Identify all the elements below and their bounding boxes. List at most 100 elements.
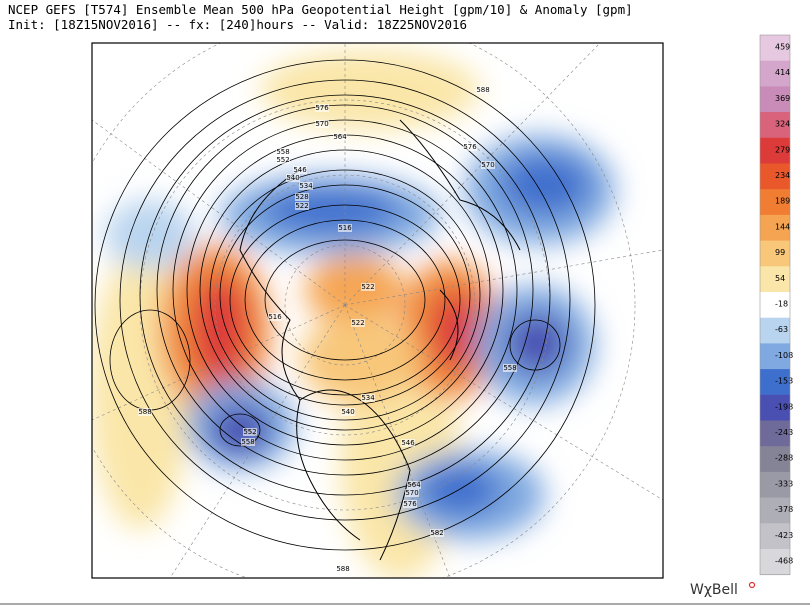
contour-label: 576 — [403, 500, 417, 508]
contour-label-bg — [295, 193, 309, 201]
contour-label: 588 — [336, 565, 349, 573]
colorbar-swatch — [760, 240, 790, 267]
contour-label-bg — [295, 202, 309, 210]
contour-label-bg — [401, 439, 415, 447]
contour-label-bg — [336, 565, 350, 573]
contour-label-bg — [276, 156, 290, 164]
contour-label-bg — [430, 529, 444, 537]
contour-label: 564 — [333, 133, 347, 141]
contour-label-bg — [463, 143, 477, 151]
colorbar-swatch — [760, 497, 790, 524]
title-line-1: NCEP GEFS [T574] Ensemble Mean 500 hPa G… — [8, 2, 633, 17]
colorbar-swatch — [760, 343, 790, 370]
anomaly-shading — [92, 50, 615, 578]
colorbar-label: 459 — [775, 43, 790, 52]
colorbar-label: -333 — [775, 479, 793, 488]
contour-label: 528 — [295, 193, 308, 201]
colorbar-swatch — [760, 471, 790, 499]
contour-label-bg — [361, 283, 375, 291]
colorbar-label: -423 — [775, 531, 793, 540]
contour-label-bg — [315, 120, 329, 128]
contour-label: 564 — [407, 481, 421, 489]
contour-label: 540 — [286, 174, 299, 182]
contour-label: 522 — [295, 202, 308, 210]
colorbar-label: 189 — [775, 197, 790, 206]
contour-label: 570 — [315, 120, 328, 128]
contour-label: 582 — [430, 529, 443, 537]
colorbar-label: -108 — [775, 351, 793, 360]
map-frame — [91, 42, 664, 579]
contour-label-bg — [476, 86, 490, 94]
contour-labels: 5885765705645585525465405345285225165225… — [138, 86, 517, 573]
contour-label-bg — [293, 166, 307, 174]
colorbar-swatch — [760, 292, 790, 319]
map: 5885765705645585525465405345285225165225… — [92, 43, 663, 578]
contour-label: 534 — [361, 394, 375, 402]
contour-label-bg — [333, 133, 347, 141]
contour-label: 558 — [276, 148, 289, 156]
contour-label: 552 — [276, 156, 289, 164]
colorbar-swatch — [760, 394, 790, 421]
coastlines — [239, 119, 521, 561]
colorbar-label: 414 — [775, 68, 790, 77]
contour-label-bg — [286, 174, 300, 182]
colorbar-swatch — [760, 35, 790, 62]
contour-label: 570 — [405, 489, 418, 497]
colorbar-label: -243 — [775, 428, 793, 437]
colorbar-swatch — [760, 163, 790, 190]
colorbar-swatch — [760, 523, 790, 550]
contour-label-bg — [241, 438, 255, 446]
contour-label: 522 — [361, 283, 374, 291]
contour-label: 516 — [338, 224, 352, 232]
colorbar-swatch — [760, 549, 790, 576]
contour-label: 552 — [243, 428, 256, 436]
colorbar-swatch — [760, 189, 790, 216]
contour-label: 534 — [299, 182, 313, 190]
colorbar-label: -18 — [775, 300, 788, 309]
contour-label-bg — [361, 394, 375, 402]
contour-label-bg — [243, 428, 257, 436]
contour-label: 558 — [503, 364, 516, 372]
colorbar-label: 99 — [775, 248, 785, 257]
colorbar-label: 144 — [775, 222, 790, 231]
colorbar-swatch — [760, 266, 790, 293]
contour-label: 570 — [481, 161, 494, 169]
colorbar-swatch — [760, 112, 790, 139]
contour-label: 516 — [268, 313, 282, 321]
colorbar-swatch — [760, 317, 790, 344]
contour-label-bg — [403, 500, 417, 508]
contour-label-bg — [315, 104, 329, 112]
contour-label-bg — [481, 161, 495, 169]
colorbar-label: 324 — [775, 120, 790, 129]
logo: WχBell — [690, 582, 738, 598]
logo-dot — [748, 581, 756, 589]
colorbar-swatch — [760, 86, 790, 113]
contour-label: 540 — [341, 408, 354, 416]
colorbar: 459 414 369 324 279 234 189 144 99 54 -18 -63 -108 -1… — [759, 34, 793, 576]
colorbar-label: 369 — [775, 94, 790, 103]
colorbar-label: -378 — [775, 505, 793, 514]
colorbar-label: 54 — [775, 274, 785, 283]
colorbar-frame — [759, 34, 791, 576]
contour-label: 522 — [351, 319, 364, 327]
contour-label-bg — [351, 319, 365, 327]
contour-label-bg — [407, 481, 421, 489]
contour-label: 588 — [476, 86, 489, 94]
contour-label: 546 — [401, 439, 415, 447]
colorbar-swatch — [760, 60, 790, 87]
colorbar-label: 279 — [775, 145, 790, 154]
colorbar-label: -153 — [775, 377, 793, 386]
contour-label: 576 — [463, 143, 477, 151]
contour-label-bg — [268, 313, 282, 321]
colorbar-label: -468 — [775, 557, 793, 566]
contour-label-bg — [276, 148, 290, 156]
colorbar-swatch — [760, 369, 790, 396]
contour-label: 546 — [293, 166, 307, 174]
colorbar-label: 234 — [775, 171, 790, 180]
colorbar-label: -63 — [775, 325, 788, 334]
contour-label-bg — [503, 364, 517, 372]
contour-label-bg — [138, 408, 152, 416]
contour-label-bg — [338, 224, 352, 232]
contour-label-bg — [299, 182, 313, 190]
